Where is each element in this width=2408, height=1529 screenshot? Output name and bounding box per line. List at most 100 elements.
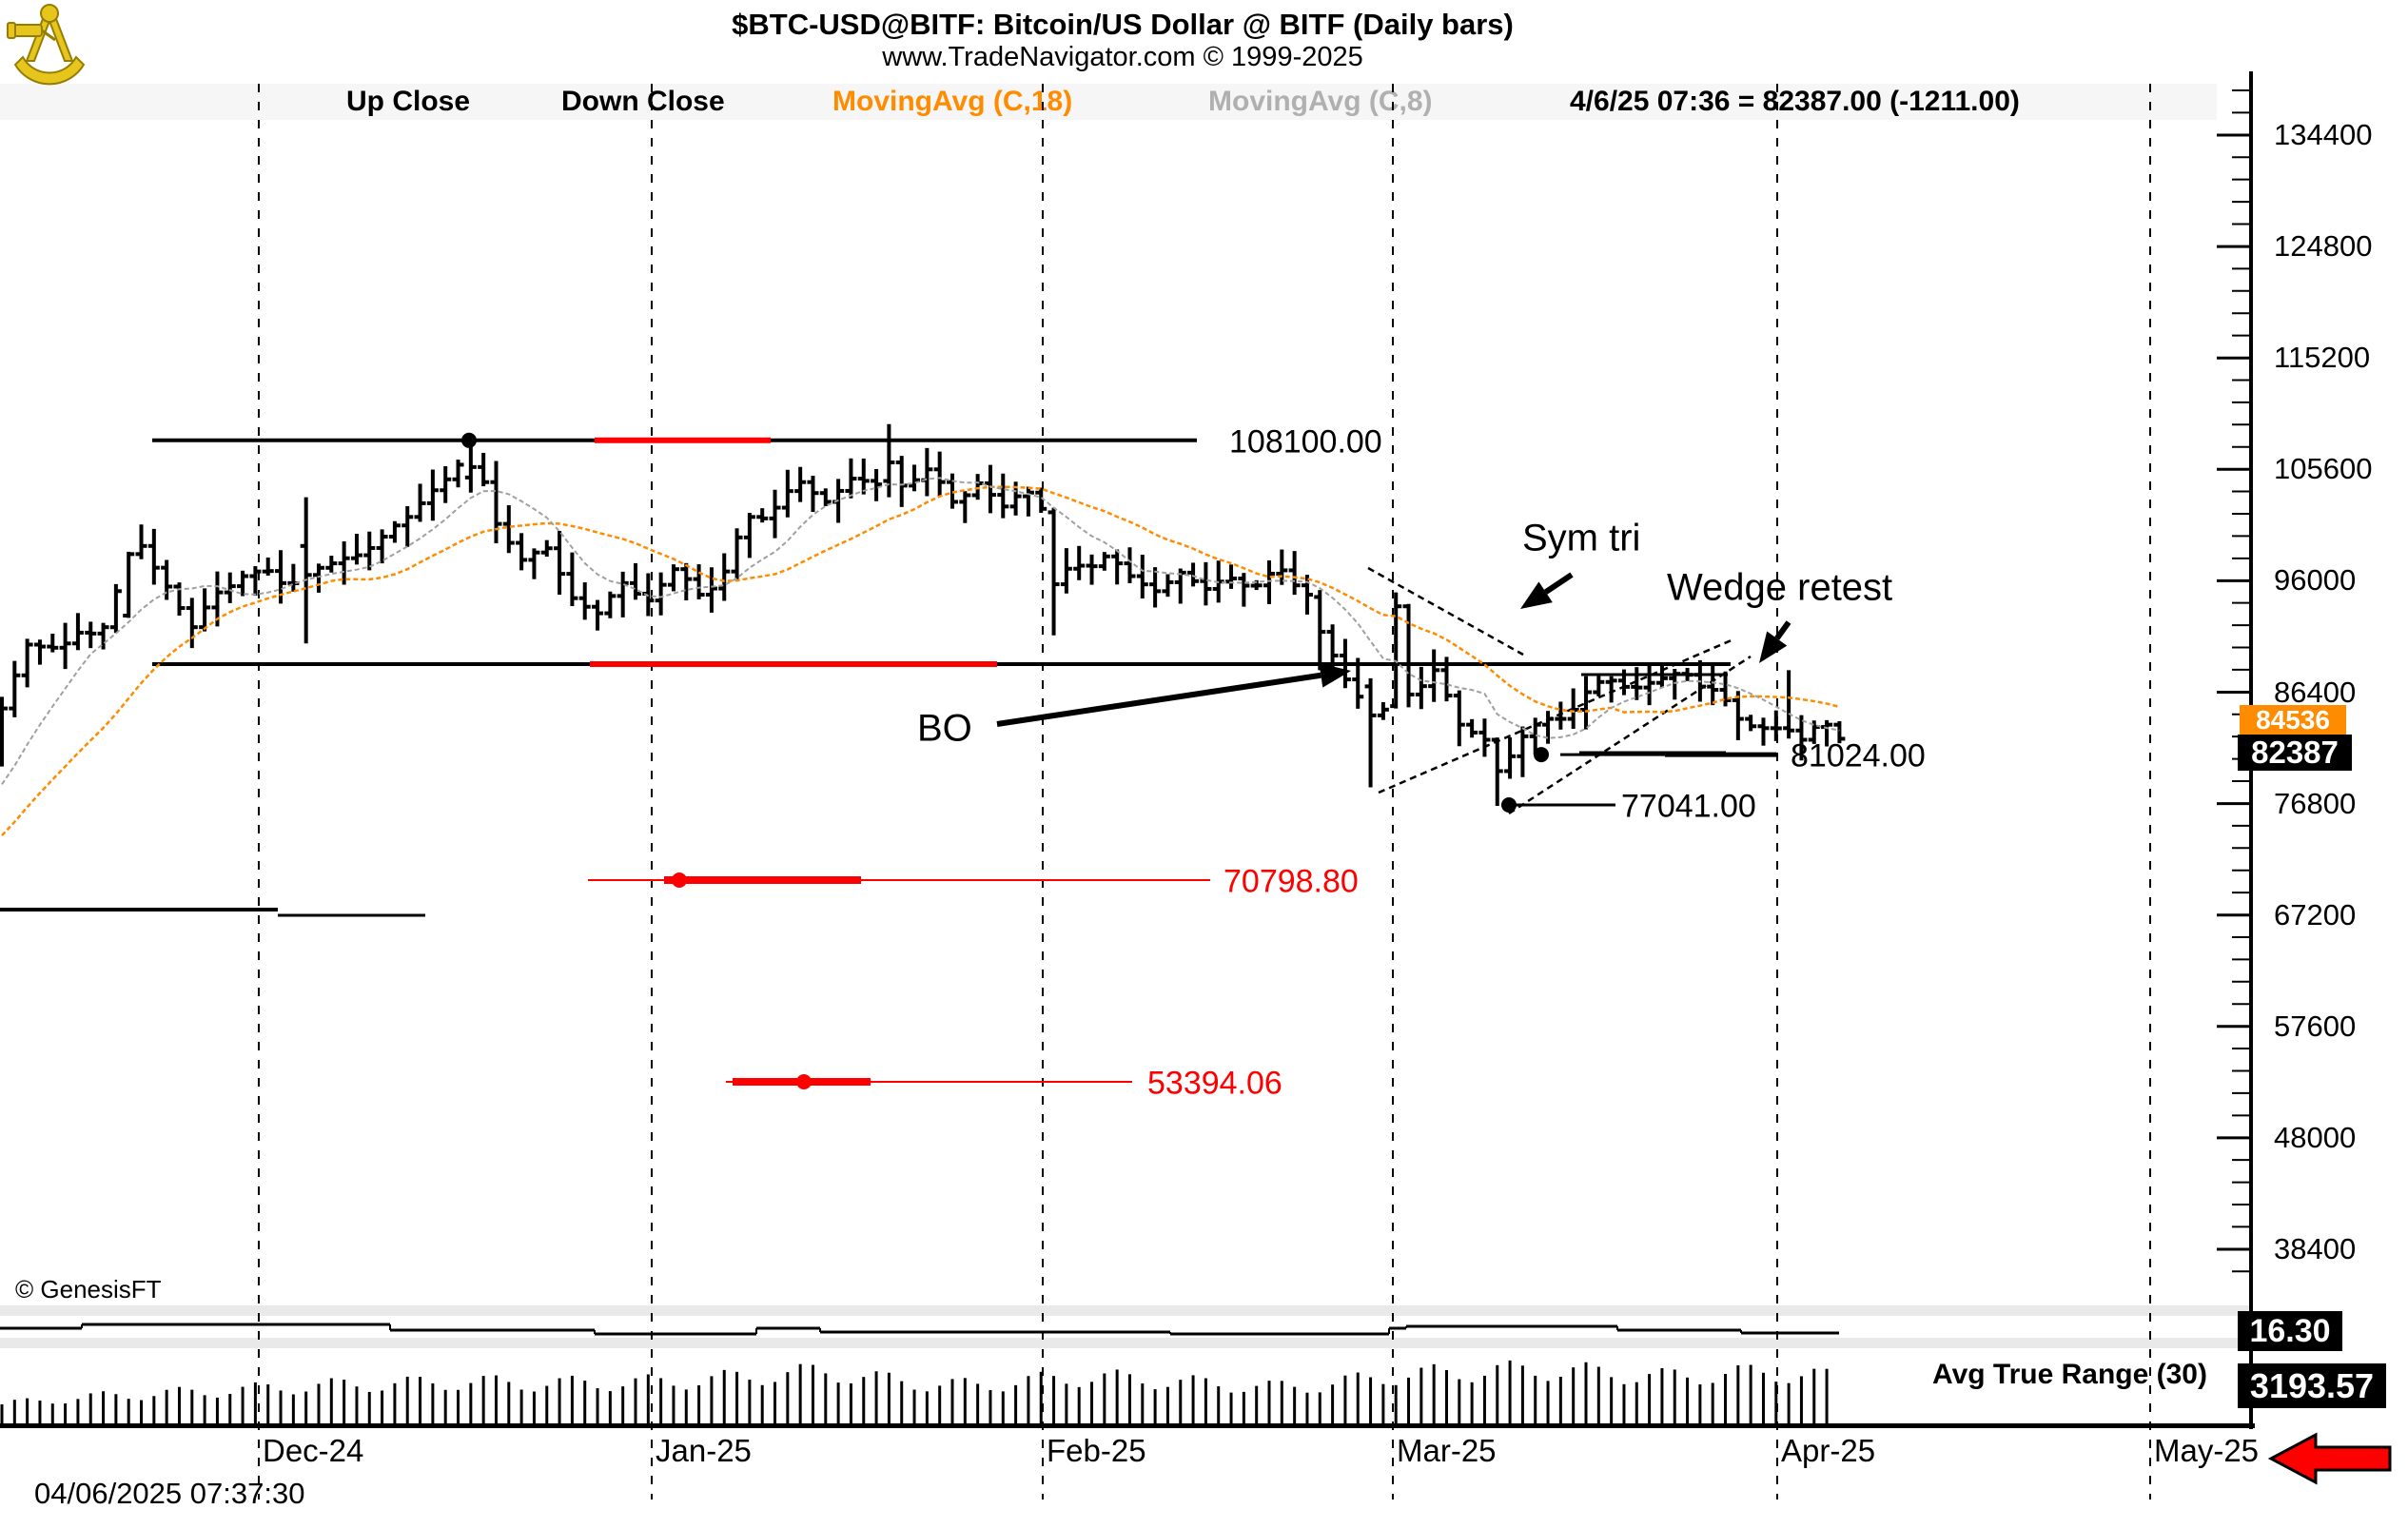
price-bar [502,504,515,554]
price-bar [743,513,755,559]
legend-movingavg-8[interactable]: MovingAvg (C,8) [1208,86,1433,117]
y-axis-label-96000: 96000 [2274,563,2357,598]
legend-up-close[interactable]: Up Close [346,86,471,117]
price-bar [388,520,401,543]
last-price-box: 82387 [2238,735,2352,771]
price-bar [1580,676,1592,730]
price-bar [731,528,743,580]
price-bar [85,621,97,649]
level-dot-lvl-77041 [1501,797,1517,813]
y-axis-label-48000: 48000 [2274,1120,2357,1154]
scroll-right-arrow-icon[interactable] [2267,1432,2392,1485]
price-bar [997,473,1009,519]
price-bar [452,460,464,488]
price-bar [237,570,249,597]
price-bar [617,571,629,617]
price-bar [1364,677,1377,788]
price-bar [1415,666,1427,710]
price-bar [667,564,679,592]
price-bar [1542,711,1555,744]
price-bar [516,533,528,571]
price-bar [363,531,376,571]
annotation-arrowhead-bo [1319,662,1351,688]
price-bar [1719,671,1732,707]
price-bar [478,452,490,487]
price-bar [1124,547,1136,583]
price-bar [1352,657,1364,709]
price-bar [933,451,946,497]
genesis-watermark: © GenesisFT [15,1275,162,1304]
trendline-wedge-lower [1508,655,1752,815]
level-dot-lvl-53394 [796,1074,812,1089]
genesis-logo-icon [7,4,86,86]
price-bar [1681,667,1693,681]
pane-separator-1 [0,1338,2253,1348]
x-axis-label-Jan-25: Jan-25 [656,1433,752,1468]
price-bar [1567,688,1579,730]
price-bar [1440,657,1453,702]
price-bar [718,553,731,601]
price-bar [249,566,262,597]
price-bar [807,476,819,513]
x-axis-label-Apr-25: Apr-25 [1781,1433,1876,1468]
level-dot-res-108100 [461,432,477,448]
price-bar [680,562,693,601]
annotation-arrow-shaft-bo [996,672,1321,727]
price-bar [1149,567,1162,608]
price-bar [1035,487,1047,514]
price-bar [1631,667,1643,700]
price-bar [1593,675,1605,696]
price-bar [693,564,705,599]
price-bar [1288,551,1301,596]
price-bar [1833,720,1846,744]
price-bar [1111,549,1124,585]
price-bar [528,548,540,579]
price-bar [554,530,566,595]
price-bar [1517,726,1529,777]
price-bar [47,634,59,653]
price-bar [224,572,236,603]
y-axis-label-134400: 134400 [2274,118,2373,151]
price-bar [414,483,426,522]
chart-subtitle: www.TradeNavigator.com © 1999-2025 [882,42,1363,72]
price-bar [1617,669,1630,696]
price-level-label-lvl-81024: 81024.00 [1791,737,1926,774]
price-bar [630,562,641,600]
price-bar [1453,690,1465,747]
price-bar [1162,574,1174,598]
y-axis-label-76800: 76800 [2274,786,2357,820]
price-bar [921,447,933,497]
price-bar [1529,717,1541,755]
price-bar [1225,564,1238,589]
price-bar [1605,676,1617,703]
price-bar [1555,701,1567,730]
price-bar [1795,715,1808,761]
legend-down-close[interactable]: Down Close [561,86,725,117]
x-axis-label-Mar-25: Mar-25 [1397,1433,1497,1468]
price-bar [1478,718,1491,757]
price-bar [1098,552,1110,571]
price-bar [1428,649,1440,702]
price-bar [1022,486,1034,517]
price-level-label-lvl-70798: 70798.80 [1224,863,1359,900]
price-bar [1200,561,1212,606]
price-bar [566,552,578,606]
price-bar [1047,507,1060,636]
y-axis-label-57600: 57600 [2274,1009,2357,1043]
legend-cursor-quote: 4/6/25 07:36 = 82387.00 (-1211.00) [1570,86,2020,117]
price-bar [1086,554,1098,585]
price-bar [1377,701,1389,720]
price-bar [262,557,274,576]
price-bar [464,440,477,493]
x-axis-label-Dec-24: Dec-24 [263,1433,364,1468]
legend-movingavg-18[interactable]: MovingAvg (C,18) [832,86,1073,117]
price-bar [604,591,617,618]
price-bar [756,508,769,523]
price-bar [338,541,350,585]
price-bar [540,539,553,558]
price-bar [1402,603,1415,708]
level-dot-lvl-81024 [1534,747,1549,763]
